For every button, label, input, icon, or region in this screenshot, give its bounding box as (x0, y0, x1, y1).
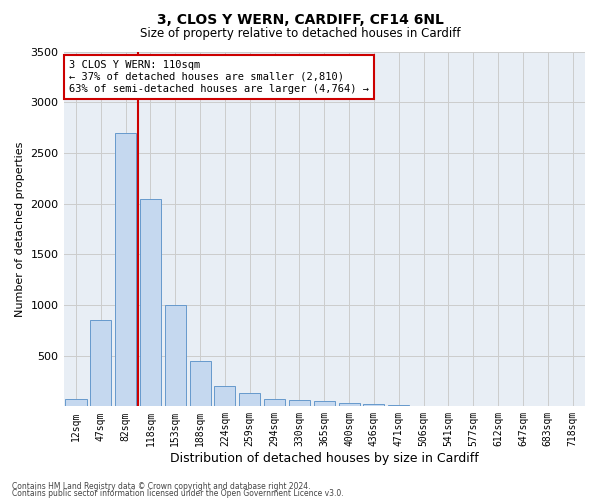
Text: Size of property relative to detached houses in Cardiff: Size of property relative to detached ho… (140, 28, 460, 40)
Text: 3, CLOS Y WERN, CARDIFF, CF14 6NL: 3, CLOS Y WERN, CARDIFF, CF14 6NL (157, 12, 443, 26)
Bar (314, 402, 335, 406)
Bar (214, 386, 235, 406)
Bar (65, 398, 86, 406)
X-axis label: Distribution of detached houses by size in Cardiff: Distribution of detached houses by size … (170, 452, 479, 465)
Y-axis label: Number of detached properties: Number of detached properties (15, 141, 25, 316)
Bar (190, 360, 211, 406)
Bar (338, 404, 359, 406)
Bar (90, 320, 112, 406)
Text: Contains public sector information licensed under the Open Government Licence v3: Contains public sector information licen… (12, 490, 344, 498)
Bar (140, 198, 161, 406)
Bar (364, 404, 385, 406)
Bar (165, 305, 186, 406)
Bar (289, 400, 310, 406)
Bar (264, 398, 285, 406)
Bar (115, 132, 136, 406)
Text: 3 CLOS Y WERN: 110sqm
← 37% of detached houses are smaller (2,810)
63% of semi-d: 3 CLOS Y WERN: 110sqm ← 37% of detached … (69, 60, 369, 94)
Text: Contains HM Land Registry data © Crown copyright and database right 2024.: Contains HM Land Registry data © Crown c… (12, 482, 311, 491)
Bar (239, 393, 260, 406)
